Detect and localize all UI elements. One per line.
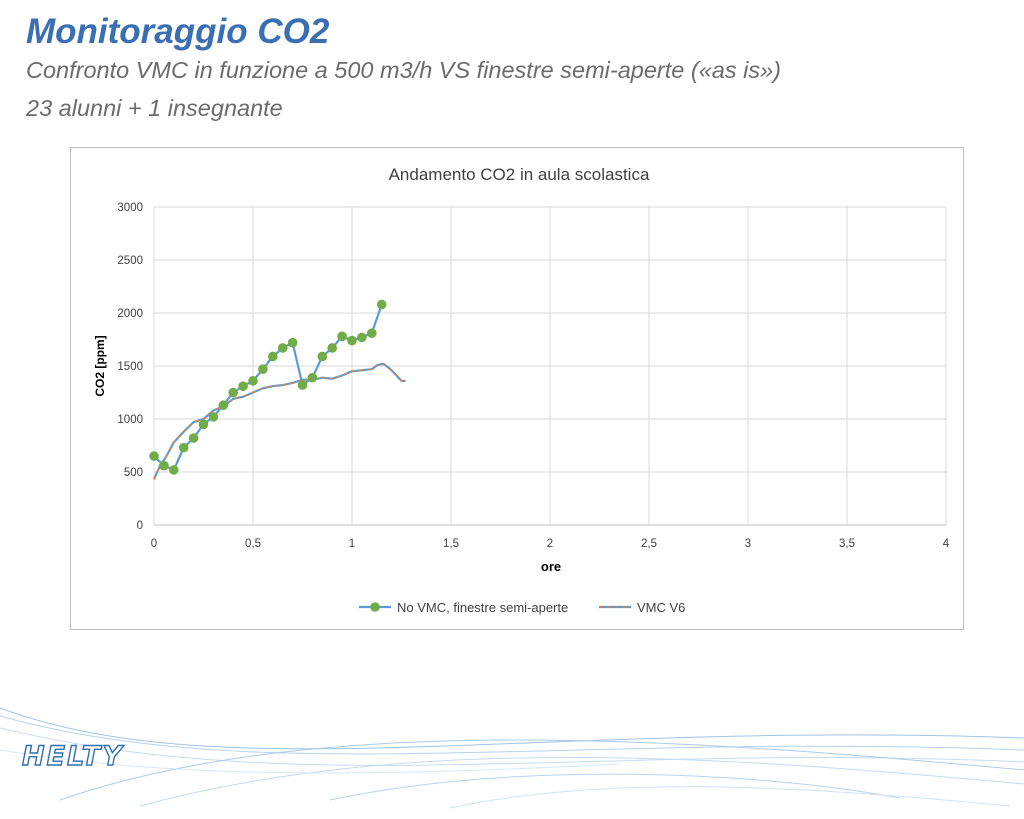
x-tick-label: 0 [151,538,157,550]
data-point-no-vmc [297,380,308,390]
series-dash-vmc-v6 [153,363,406,480]
data-point-no-vmc [169,465,179,475]
chart-title: Andamento CO2 in aula scolastica [389,165,650,184]
data-point-no-vmc [357,332,367,343]
y-axis-label: CO2 [ppm] [93,335,107,396]
y-tick-label: 2500 [117,255,143,267]
data-point-no-vmc [208,412,219,422]
series-line-vmc-v6 [152,362,406,480]
x-axis-tick-labels: 0 0,5 1 1,5 2 2,5 3 3,5 4 [151,538,950,550]
series-layer [149,299,406,480]
data-point-no-vmc [258,364,268,374]
x-axis-label: ore [541,559,561,574]
y-tick-label: 1000 [117,414,143,426]
x-tick-label: 3,5 [839,538,855,550]
data-point-no-vmc [228,387,238,398]
line-chart: Andamento CO2 in aula scolastica 0500100… [93,165,950,615]
data-point-no-vmc [347,335,357,346]
y-tick-label: 1500 [117,361,143,373]
legend-marker-no-vmc [370,602,380,612]
legend-item-no-vmc: No VMC, finestre semi-aperte [359,600,568,615]
decorative-waves [0,707,1024,809]
data-point-no-vmc [277,343,288,353]
data-point-no-vmc [149,451,159,461]
y-tick-label: 0 [137,520,143,532]
y-tick-label: 500 [124,467,143,479]
x-tick-label: 1 [349,538,355,550]
x-tick-label: 2,5 [641,538,657,550]
y-axis-tick-labels: 0 500 1000 1500 2000 2500 3000 [117,202,143,532]
legend-label-no-vmc: No VMC, finestre semi-aperte [397,600,568,615]
data-point-no-vmc [248,376,258,386]
y-tick-label: 3000 [117,202,143,214]
data-point-no-vmc [307,372,318,383]
x-tick-label: 2 [547,538,553,550]
legend: No VMC, finestre semi-aperte VMC V6 [359,600,685,615]
slide-subtitle: Confronto VMC in funzione a 500 m3/h VS … [26,57,781,83]
y-tick-label: 2000 [117,308,143,320]
gridlines [153,206,947,526]
data-point-no-vmc [218,400,229,411]
data-point-no-vmc [337,331,347,342]
x-tick-label: 3 [745,538,751,550]
legend-label-vmc: VMC V6 [637,600,685,615]
x-tick-label: 1,5 [443,538,459,550]
data-point-no-vmc [268,351,278,362]
data-point-no-vmc [327,343,338,353]
data-point-no-vmc [376,299,387,310]
x-tick-label: 0,5 [245,538,261,550]
data-point-no-vmc [188,433,199,443]
data-point-no-vmc [317,351,328,362]
legend-item-vmc: VMC V6 [599,600,685,615]
chart-container: Andamento CO2 in aula scolastica 0 500 100… [70,147,964,630]
helty-logo: HELTY [21,740,124,772]
slide-title: Monitoraggio CO2 [26,12,330,51]
slide-subtitle-participants: 23 alunni + 1 insegnante [26,95,283,121]
data-point-no-vmc [198,419,209,430]
x-tick-label: 4 [943,538,950,550]
data-point-no-vmc [367,328,377,338]
data-point-no-vmc [238,381,248,391]
data-point-no-vmc [287,337,298,348]
data-point-no-vmc [178,442,189,453]
data-point-no-vmc [159,460,169,471]
